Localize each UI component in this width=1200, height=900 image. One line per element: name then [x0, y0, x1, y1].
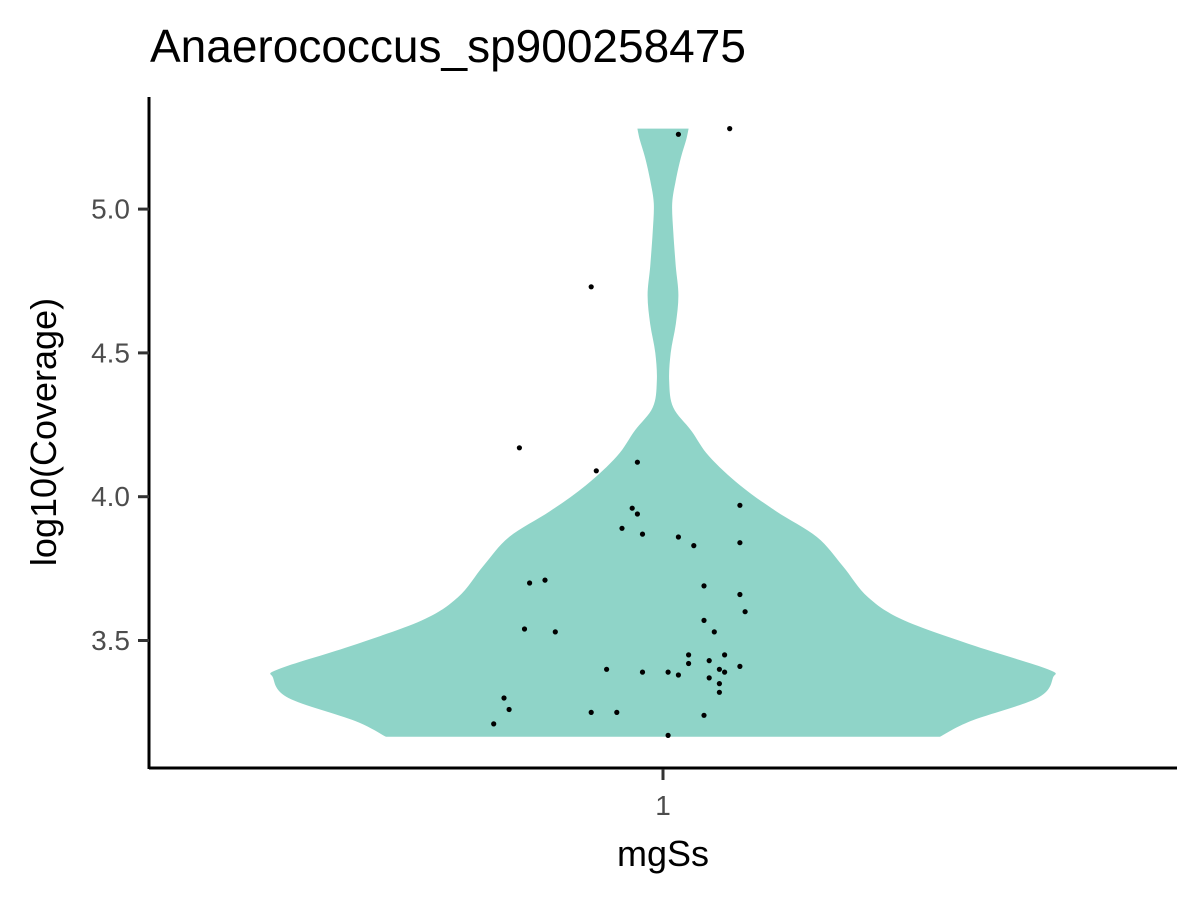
data-point: [491, 721, 497, 727]
data-point: [742, 609, 748, 615]
data-point: [711, 629, 717, 635]
data-point: [701, 617, 707, 624]
y-axis-title: log10(Coverage): [23, 298, 64, 566]
data-point: [665, 669, 671, 675]
data-point: [665, 732, 671, 739]
data-point: [527, 580, 533, 586]
y-axis-ticks: 3.5 4.0 4.5 5.0: [91, 194, 149, 656]
data-point: [737, 663, 743, 670]
data-point: [588, 284, 594, 290]
x-axis-ticks: 1: [655, 769, 671, 821]
data-point: [686, 652, 692, 658]
data-point: [629, 505, 635, 511]
data-point: [737, 502, 743, 508]
data-point: [675, 672, 682, 678]
jitter-points: [491, 126, 748, 739]
data-point: [716, 666, 723, 672]
data-point: [588, 709, 594, 716]
y-tick-label: 4.0: [91, 481, 130, 512]
data-point: [593, 468, 599, 474]
data-point: [701, 583, 707, 589]
data-point: [516, 445, 523, 451]
y-tick-label: 3.5: [91, 625, 130, 656]
data-point: [619, 525, 625, 531]
data-point: [706, 675, 712, 681]
data-point: [614, 709, 620, 716]
x-axis-title: mgSs: [617, 833, 709, 874]
data-point: [691, 543, 697, 549]
data-point: [722, 652, 728, 658]
plot-area: [270, 126, 1056, 739]
chart-title: Anaerococcus_sp900258475: [150, 20, 746, 72]
data-point: [716, 681, 723, 687]
x-tick-label: 1: [655, 790, 671, 821]
data-point: [675, 534, 682, 540]
data-point: [737, 591, 743, 598]
data-point: [639, 669, 646, 675]
data-point: [521, 626, 528, 632]
data-point: [552, 629, 558, 635]
data-point: [675, 131, 682, 137]
data-point: [706, 658, 712, 664]
data-point: [634, 459, 641, 465]
data-point: [727, 126, 733, 132]
data-point: [686, 660, 692, 667]
data-point: [501, 695, 507, 701]
y-tick-label: 5.0: [91, 194, 130, 225]
data-point: [542, 577, 548, 583]
data-point: [604, 666, 610, 672]
data-point: [716, 689, 723, 695]
data-point: [722, 669, 728, 675]
data-point: [737, 540, 743, 546]
data-point: [639, 531, 646, 537]
violin-shape: [270, 128, 1056, 737]
y-tick-label: 4.5: [91, 337, 130, 368]
data-point: [634, 511, 641, 517]
data-point: [506, 706, 512, 713]
data-point: [701, 712, 707, 718]
